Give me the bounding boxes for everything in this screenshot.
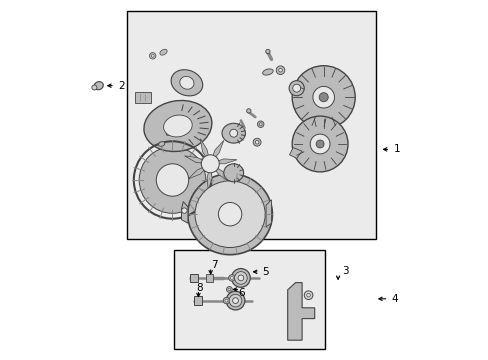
- Ellipse shape: [158, 142, 164, 146]
- Ellipse shape: [171, 70, 203, 96]
- Ellipse shape: [222, 123, 245, 143]
- Ellipse shape: [288, 81, 304, 96]
- Text: 2: 2: [118, 81, 124, 91]
- Ellipse shape: [262, 69, 273, 75]
- Bar: [127, 11, 375, 239]
- Ellipse shape: [225, 291, 244, 310]
- Ellipse shape: [226, 287, 232, 292]
- Ellipse shape: [151, 54, 154, 57]
- Ellipse shape: [92, 85, 97, 90]
- Ellipse shape: [187, 174, 272, 255]
- Ellipse shape: [306, 293, 310, 297]
- Ellipse shape: [223, 297, 229, 304]
- Ellipse shape: [195, 181, 264, 248]
- Ellipse shape: [292, 84, 300, 92]
- Ellipse shape: [231, 269, 250, 287]
- Polygon shape: [210, 159, 237, 164]
- Ellipse shape: [180, 76, 194, 89]
- Polygon shape: [205, 274, 212, 282]
- Polygon shape: [194, 296, 202, 305]
- Ellipse shape: [319, 93, 327, 102]
- Ellipse shape: [292, 116, 347, 172]
- Polygon shape: [190, 274, 198, 282]
- Ellipse shape: [255, 140, 258, 144]
- Ellipse shape: [276, 66, 284, 75]
- Ellipse shape: [278, 68, 282, 72]
- Text: 3: 3: [341, 266, 347, 276]
- Ellipse shape: [229, 129, 237, 137]
- Ellipse shape: [224, 164, 243, 182]
- Polygon shape: [289, 148, 302, 158]
- Polygon shape: [134, 92, 151, 103]
- Ellipse shape: [234, 271, 247, 284]
- Ellipse shape: [218, 202, 241, 226]
- Ellipse shape: [229, 294, 241, 307]
- Ellipse shape: [230, 276, 233, 279]
- Polygon shape: [200, 139, 210, 164]
- Polygon shape: [184, 156, 210, 164]
- Text: 5: 5: [261, 267, 268, 277]
- Text: 4: 4: [390, 294, 397, 304]
- Ellipse shape: [149, 53, 156, 59]
- Ellipse shape: [163, 115, 192, 137]
- Ellipse shape: [265, 49, 269, 54]
- Ellipse shape: [232, 298, 238, 303]
- Ellipse shape: [259, 123, 262, 126]
- Text: 8: 8: [196, 283, 202, 293]
- Ellipse shape: [228, 288, 230, 291]
- Ellipse shape: [224, 299, 227, 302]
- Bar: [174, 250, 325, 349]
- Ellipse shape: [312, 86, 334, 108]
- Polygon shape: [287, 283, 314, 340]
- Ellipse shape: [246, 109, 250, 113]
- Text: 7: 7: [211, 260, 218, 270]
- Ellipse shape: [94, 82, 103, 90]
- Ellipse shape: [304, 291, 312, 300]
- Polygon shape: [265, 200, 271, 227]
- Ellipse shape: [309, 134, 329, 154]
- Ellipse shape: [156, 164, 188, 196]
- Ellipse shape: [139, 147, 205, 213]
- Ellipse shape: [316, 140, 324, 148]
- Ellipse shape: [160, 49, 167, 55]
- Ellipse shape: [253, 138, 261, 146]
- Text: 1: 1: [393, 144, 400, 154]
- Ellipse shape: [143, 100, 211, 152]
- Polygon shape: [207, 164, 212, 191]
- Polygon shape: [187, 164, 210, 179]
- Ellipse shape: [182, 208, 187, 213]
- Ellipse shape: [238, 275, 244, 281]
- Polygon shape: [210, 140, 224, 164]
- Text: 6: 6: [238, 288, 244, 298]
- Polygon shape: [210, 164, 230, 182]
- Ellipse shape: [257, 121, 264, 127]
- Ellipse shape: [201, 155, 219, 173]
- Ellipse shape: [166, 131, 171, 135]
- Polygon shape: [181, 202, 187, 223]
- Ellipse shape: [292, 66, 354, 129]
- Ellipse shape: [228, 275, 235, 281]
